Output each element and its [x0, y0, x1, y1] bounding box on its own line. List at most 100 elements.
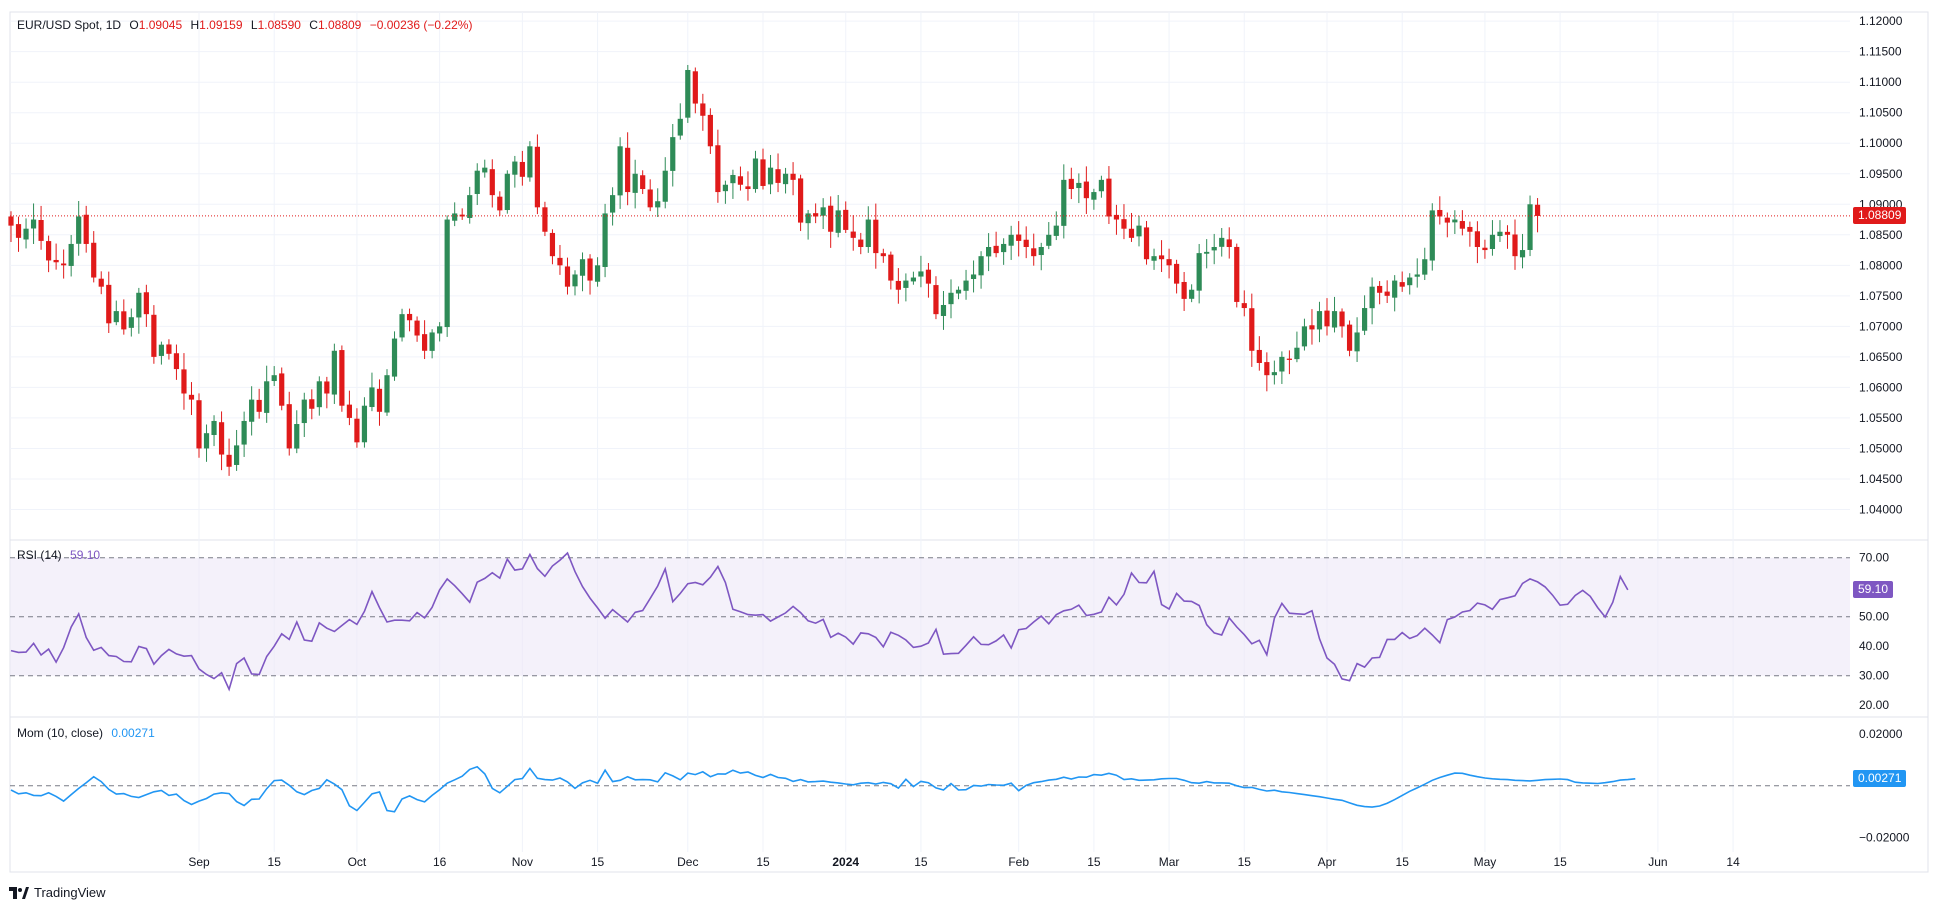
- candle: [1482, 239, 1488, 259]
- candle-body: [903, 280, 909, 288]
- price-tick-label: 1.10000: [1859, 136, 1903, 150]
- ohlc-close: C1.08809: [309, 18, 362, 32]
- candle-body: [843, 209, 849, 230]
- candle: [805, 209, 811, 240]
- candle-body: [38, 220, 44, 241]
- candle-body: [294, 424, 300, 449]
- candle-body: [737, 176, 744, 185]
- candle: [83, 205, 89, 253]
- time-tick-label: Mar: [1159, 855, 1180, 869]
- candle: [203, 424, 210, 462]
- rsi-legend: RSI (14) 59.10: [17, 547, 105, 563]
- candle: [166, 339, 172, 360]
- candle: [429, 329, 435, 359]
- candle-body: [1038, 247, 1044, 256]
- candle-body: [264, 381, 270, 413]
- candle-body: [1294, 347, 1300, 360]
- ohlc-close-value: 1.08809: [317, 18, 362, 32]
- time-tick-label: Nov: [512, 855, 533, 869]
- price-tick-label: 1.07000: [1859, 319, 1903, 333]
- candle: [1046, 222, 1052, 250]
- candle: [241, 411, 247, 457]
- candle-body: [1512, 234, 1518, 257]
- time-tick-label: Jun: [1648, 855, 1667, 869]
- price-axis[interactable]: 1.12000 1.11500 1.11000 1.10500 1.10000 1.095…: [1859, 14, 1910, 845]
- candle: [519, 150, 525, 186]
- candle-body: [361, 405, 368, 443]
- candle: [1001, 238, 1007, 265]
- candle-body: [798, 178, 804, 223]
- candle-body: [279, 373, 285, 406]
- price-tick-label: 1.11000: [1859, 75, 1902, 89]
- candle-body: [933, 285, 939, 315]
- candle: [1143, 220, 1150, 265]
- candle: [399, 308, 405, 342]
- candle: [384, 369, 390, 416]
- candle: [986, 233, 992, 272]
- rsi-legend-name[interactable]: RSI (14): [17, 548, 62, 562]
- candle-body: [1256, 349, 1262, 363]
- momentum-pane[interactable]: [10, 765, 1850, 813]
- candle: [1294, 331, 1300, 363]
- ohlc-open-value: 1.09045: [138, 18, 183, 32]
- candle: [707, 108, 713, 154]
- candle-body: [181, 369, 187, 394]
- candle-body: [61, 263, 67, 266]
- candle: [1444, 212, 1450, 238]
- price-tick-label: 1.06500: [1859, 350, 1903, 364]
- symbol-title[interactable]: EUR/USD Spot, 1D: [17, 18, 122, 32]
- candle-body: [1166, 259, 1172, 266]
- time-tick-label: 15: [1087, 855, 1101, 869]
- candle-body: [23, 228, 29, 240]
- candle-body: [873, 219, 879, 254]
- candle: [1331, 296, 1338, 333]
- candle-body: [760, 159, 766, 186]
- time-tick-label: 15: [268, 855, 282, 869]
- candle: [940, 291, 947, 330]
- candle-body: [685, 69, 691, 118]
- candle-body: [249, 399, 255, 422]
- mom-legend-name[interactable]: Mom (10, close): [17, 726, 104, 740]
- candle: [1038, 242, 1044, 271]
- candle-body: [670, 137, 676, 171]
- candle-body: [820, 207, 826, 216]
- candle-body: [888, 254, 894, 281]
- candle-body: [1016, 234, 1022, 241]
- candle: [970, 260, 977, 293]
- candle-body: [1264, 362, 1270, 376]
- candle: [1181, 272, 1187, 311]
- candle-body: [640, 175, 646, 190]
- candle: [361, 397, 368, 448]
- candle-body: [158, 344, 164, 356]
- candle: [279, 367, 285, 411]
- tradingview-logo[interactable]: TradingView: [9, 885, 106, 900]
- candle-body: [1309, 325, 1315, 330]
- candle-body: [1354, 332, 1360, 352]
- candle-body: [752, 158, 759, 190]
- candle: [121, 299, 127, 335]
- candle-body: [1196, 253, 1202, 291]
- candle: [151, 305, 157, 364]
- time-tick-label: Dec: [677, 855, 698, 869]
- candle-body: [594, 265, 601, 282]
- candle-body: [617, 146, 623, 196]
- candle: [662, 157, 668, 209]
- candle: [482, 159, 488, 178]
- candle-body: [677, 118, 683, 136]
- candle: [309, 389, 315, 420]
- time-axis[interactable]: Sep 15 Oct 16 Nov 15 Dec 15 2024 15 Feb 15 Mar 15 Apr 1…: [188, 855, 1740, 869]
- candle: [1226, 227, 1232, 259]
- candle-body: [549, 232, 556, 257]
- candle: [173, 344, 180, 380]
- candle-body: [1459, 221, 1465, 229]
- candle-body: [745, 186, 751, 190]
- candle-body: [467, 195, 473, 219]
- candle: [1068, 167, 1074, 200]
- candle: [1459, 210, 1465, 236]
- rsi-pane[interactable]: [10, 551, 1850, 692]
- price-tick-label: 1.12000: [1859, 14, 1903, 28]
- candle: [685, 64, 691, 123]
- candle-body: [1174, 263, 1180, 284]
- price-pane[interactable]: [8, 64, 1850, 476]
- candle: [437, 322, 443, 342]
